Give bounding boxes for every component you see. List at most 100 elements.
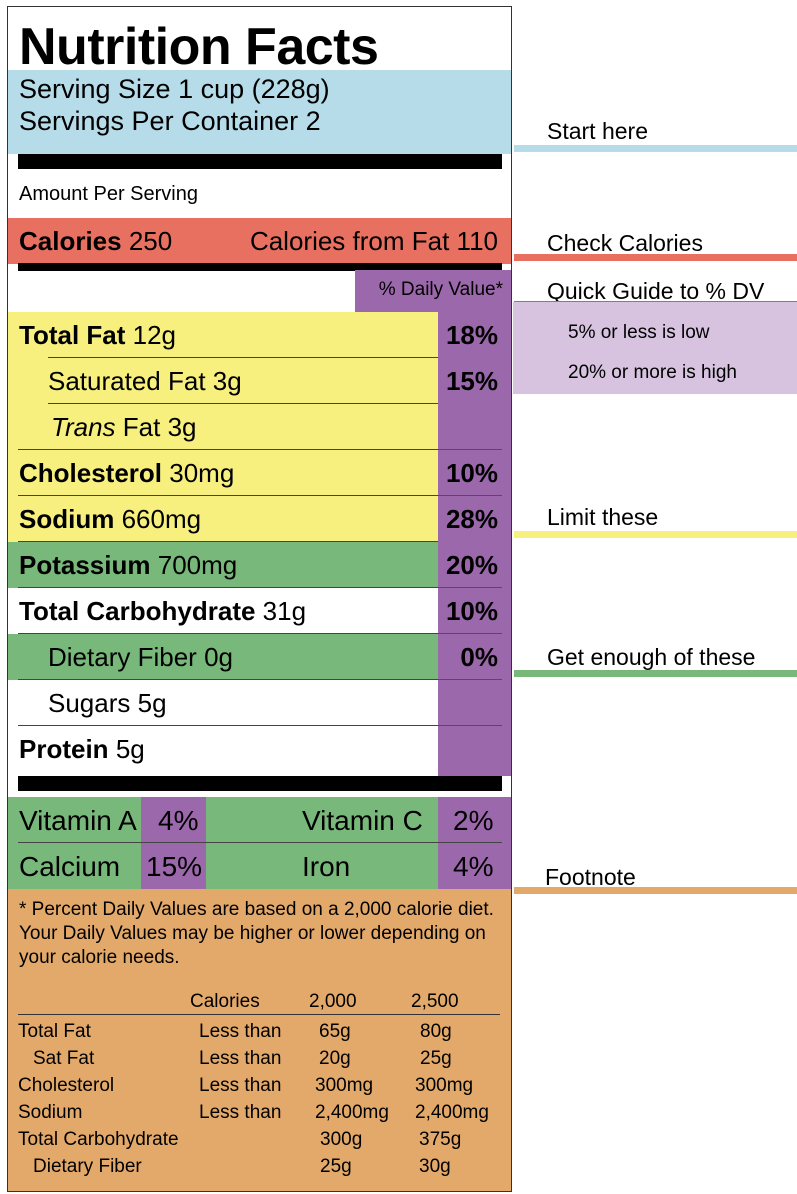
dv-saturated-fat: 15% bbox=[445, 366, 498, 396]
calories-value: 250 bbox=[128, 226, 173, 256]
fn-header-2000: 2,000 bbox=[309, 991, 357, 1012]
guide-high: 20% or more is high bbox=[568, 362, 737, 383]
fn-value-2000: 65g bbox=[319, 1021, 351, 1042]
vitamin-a-pct: 4% bbox=[158, 805, 199, 836]
dv-dietary-fiber: 0% bbox=[460, 642, 498, 672]
nutrient-amount: 0g bbox=[204, 642, 233, 672]
nutrient-row-total-fat: Total Fat 12g bbox=[8, 312, 511, 358]
nutrient-name: Sugars bbox=[48, 688, 131, 718]
nutrient-row-total-carbohydrate: Total Carbohydrate 31g bbox=[8, 588, 511, 634]
nutrient-amount: 3g bbox=[167, 412, 197, 442]
nutrient-row-trans-fat: Trans Fat 3g bbox=[8, 404, 511, 450]
guide-dv-box: 5% or less is low 20% or more is high bbox=[513, 302, 797, 394]
nutrient-row-potassium: Potassium 700mg bbox=[8, 542, 511, 588]
guide-line-green bbox=[514, 670, 797, 677]
nutrient-row-sugars: Sugars 5g bbox=[8, 680, 511, 726]
calcium-pct: 15% bbox=[146, 851, 203, 882]
vitamin-row-2: Calcium 15% Iron 4% bbox=[8, 843, 511, 889]
nutrient-name: Cholesterol bbox=[19, 458, 163, 488]
nutrient-row-dietary-fiber: Dietary Fiber 0g bbox=[8, 634, 511, 680]
nutrient-amount: 5g bbox=[137, 688, 167, 718]
fn-value-2500: 30g bbox=[419, 1156, 451, 1177]
fn-nutrient: Cholesterol bbox=[18, 1075, 115, 1096]
dv-header-text: % Daily Value* bbox=[378, 279, 503, 300]
guide-line-red bbox=[514, 254, 797, 261]
guide-footnote: Footnote bbox=[545, 864, 636, 890]
fn-nutrient: Dietary Fiber bbox=[33, 1156, 142, 1177]
nutrient-amount: 31g bbox=[262, 596, 307, 626]
nutrient-name: Potassium bbox=[19, 550, 151, 580]
nutrient-amount: 5g bbox=[115, 734, 145, 764]
dv-cholesterol: 10% bbox=[445, 458, 498, 488]
nutrient-name: Protein bbox=[19, 734, 109, 764]
fn-nutrient: Total Carbohydrate bbox=[18, 1129, 179, 1150]
fn-nutrient: Sodium bbox=[18, 1102, 83, 1123]
dv-total-carbohydrate: 10% bbox=[445, 596, 498, 626]
fn-value-2000: 300g bbox=[320, 1129, 363, 1150]
serving-size: Serving Size 1 cup (228g) bbox=[19, 74, 330, 104]
nutrient-row-sodium: Sodium 660mg bbox=[8, 496, 511, 542]
guide-line-yellow bbox=[514, 531, 797, 538]
vitamin-c-pct: 2% bbox=[453, 805, 494, 836]
thick-divider bbox=[18, 154, 502, 169]
fn-qualifier: Less than bbox=[199, 1075, 282, 1096]
fn-qualifier: Less than bbox=[199, 1048, 282, 1069]
guide-low: 5% or less is low bbox=[568, 322, 710, 343]
dv-sodium: 28% bbox=[445, 504, 498, 534]
guide-limit-these: Limit these bbox=[547, 504, 659, 530]
dv-header: % Daily Value* bbox=[355, 270, 511, 312]
thick-divider-vitamins bbox=[18, 776, 502, 791]
dv-potassium: 20% bbox=[445, 550, 498, 580]
fn-nutrient: Sat Fat bbox=[33, 1048, 95, 1069]
fn-value-2500: 2,400mg bbox=[415, 1102, 489, 1123]
vitamin-c-label: Vitamin C bbox=[302, 805, 423, 836]
fn-value-2500: 375g bbox=[419, 1129, 462, 1150]
calcium-label: Calcium bbox=[19, 851, 121, 882]
guide-check-calories: Check Calories bbox=[547, 230, 703, 256]
fn-value-2500: 25g bbox=[420, 1048, 452, 1069]
guide-start-here: Start here bbox=[547, 118, 648, 144]
calories-label: Calories bbox=[19, 226, 122, 256]
iron-label: Iron bbox=[302, 851, 351, 882]
fn-header-2500: 2,500 bbox=[411, 991, 459, 1012]
nutrient-row-saturated-fat: Saturated Fat 3g bbox=[8, 358, 511, 404]
nutrient-row-protein: Protein 5g bbox=[8, 726, 511, 772]
vitamin-a-label: Vitamin A bbox=[19, 805, 137, 836]
footnote-section: * Percent Daily Values are based on a 2,… bbox=[8, 889, 511, 1191]
footnote-text: * Percent Daily Values are based on a 2,… bbox=[19, 899, 494, 968]
fn-nutrient: Total Fat bbox=[18, 1021, 91, 1042]
nutrient-name: Sodium bbox=[19, 504, 115, 534]
nutrient-amount: 700mg bbox=[157, 550, 238, 580]
nutrient-name: Saturated Fat bbox=[48, 366, 206, 396]
nutrition-label: Nutrition Facts Serving Size 1 cup (228g… bbox=[7, 6, 512, 1192]
guide-line-blue bbox=[514, 145, 797, 152]
fn-qualifier: Less than bbox=[199, 1021, 282, 1042]
guide-line-orange bbox=[514, 887, 797, 894]
nutrient-name-rest: Fat bbox=[122, 412, 161, 442]
fn-value-2000: 2,400mg bbox=[315, 1102, 389, 1123]
vitamin-row-1: Vitamin A 4% Vitamin C 2% bbox=[8, 797, 511, 843]
iron-pct: 4% bbox=[453, 851, 494, 882]
fn-value-2500: 80g bbox=[420, 1021, 452, 1042]
nutrient-name: Total Carbohydrate bbox=[19, 596, 256, 626]
label-title: Nutrition Facts bbox=[19, 18, 379, 76]
guide-get-enough: Get enough of these bbox=[547, 644, 756, 670]
servings-per-container: Servings Per Container 2 bbox=[19, 106, 321, 136]
calories-from-fat: Calories from Fat 110 bbox=[249, 226, 498, 256]
fn-value-2000: 25g bbox=[320, 1156, 352, 1177]
dv-total-fat: 18% bbox=[445, 320, 498, 350]
serving-info: Serving Size 1 cup (228g) Servings Per C… bbox=[8, 70, 511, 154]
nutrient-amount: 3g bbox=[212, 366, 242, 396]
nutrient-amount: 660mg bbox=[121, 504, 202, 534]
fn-qualifier: Less than bbox=[199, 1102, 282, 1123]
nutrient-row-cholesterol: Cholesterol 30mg bbox=[8, 450, 511, 496]
nutrient-amount: 12g bbox=[132, 320, 177, 350]
fn-header-label: Calories bbox=[190, 991, 260, 1012]
nutrient-name: Trans bbox=[51, 412, 116, 442]
fn-value-2000: 20g bbox=[319, 1048, 351, 1069]
fn-value-2000: 300mg bbox=[315, 1075, 374, 1096]
dv-column bbox=[438, 312, 511, 776]
nutrient-name: Dietary Fiber bbox=[48, 642, 197, 672]
medium-divider bbox=[18, 263, 502, 271]
amount-per-serving: Amount Per Serving bbox=[19, 183, 198, 205]
